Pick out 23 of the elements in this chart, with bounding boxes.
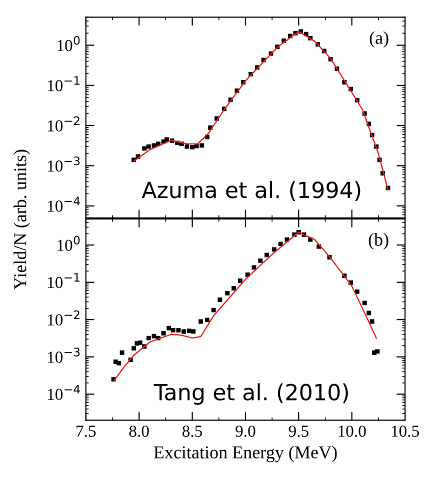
y-tick-label: 10$^{−2}$ [48, 310, 80, 326]
x-tick-label: 7.5 [76, 426, 96, 437]
y-tick-label: 10$^{−2}$ [48, 116, 80, 132]
annotation: (a) [370, 31, 388, 48]
x-tick-label: 10.5 [392, 426, 419, 437]
y-tick-label: 10$^{−1}$ [48, 273, 80, 288]
annotation: Azuma et al. (1994) [142, 181, 360, 201]
x-tick-label: 10.0 [338, 426, 366, 437]
x-tick-label: 8.0 [129, 426, 149, 437]
x-tick-label: 9.5 [288, 426, 308, 437]
x-tick-label: 9.0 [236, 426, 256, 437]
y-tick-label: 10$^{0}$ [58, 236, 80, 251]
y-tick-label: 10$^{−3}$ [48, 348, 80, 363]
y-tick-label: 10$^{−3}$ [48, 156, 80, 172]
x-tick-label: 8.5 [182, 426, 202, 437]
y-axis-title: Yield/N (arb. units) [14, 150, 30, 290]
y-tick-label: 10$^{0}$ [58, 36, 80, 52]
y-tick-label: 10$^{−4}$ [48, 384, 80, 400]
y-tick-label: 10$^{−1}$ [48, 76, 80, 92]
annotation: Tang et al. (2010) [154, 383, 348, 405]
annotation: (b) [368, 233, 388, 250]
y-tick-label: 10$^{−4}$ [48, 196, 80, 212]
x-axis-title: Excitation Energy (MeV) [154, 446, 337, 462]
